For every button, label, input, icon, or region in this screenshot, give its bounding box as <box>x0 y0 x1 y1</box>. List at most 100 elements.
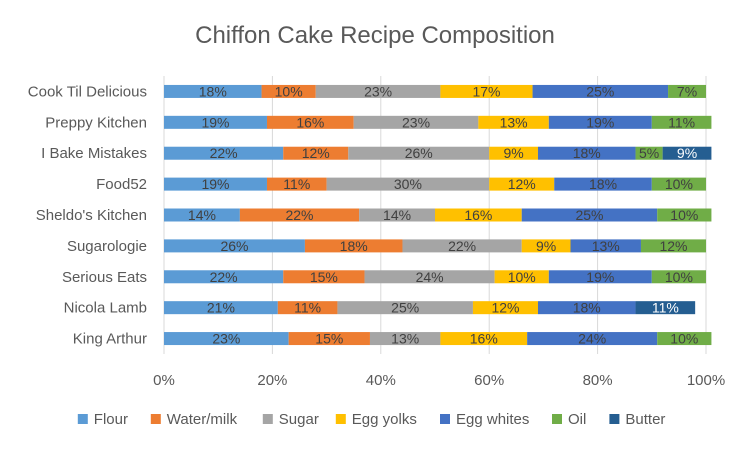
data-label: 12% <box>508 176 536 192</box>
legend-label: Sugar <box>279 411 319 428</box>
data-label: 22% <box>285 207 313 223</box>
data-label: 16% <box>296 114 324 130</box>
bar-segment <box>554 177 652 191</box>
bar-segment <box>283 270 365 284</box>
data-label: 15% <box>315 331 343 347</box>
bar-segment <box>662 146 712 160</box>
data-label: 13% <box>391 331 419 347</box>
legend-label: Flour <box>94 411 128 428</box>
category-label: Food52 <box>96 176 147 193</box>
legend: Flour Water/milk Sugar Egg yolks Egg whites O… <box>77 411 665 428</box>
legend-swatch <box>609 414 620 424</box>
legend-swatch <box>262 414 273 424</box>
category-label: Serious Eats <box>62 269 147 286</box>
bar-segment <box>635 301 696 315</box>
bar-segment <box>548 115 652 129</box>
bar-segment <box>537 146 636 160</box>
data-label: 22% <box>210 269 238 285</box>
data-label: 11% <box>283 176 310 192</box>
bar-segment <box>315 84 441 98</box>
data-label: 25% <box>575 207 603 223</box>
bar-segment <box>402 239 522 253</box>
category-labels: Cook Til Delicious Preppy Kitchen I Bake M… <box>28 83 147 347</box>
data-label: 23% <box>212 331 240 347</box>
x-tick-label: 100% <box>687 372 725 389</box>
data-label: 10% <box>670 331 698 347</box>
legend-label: Water/milk <box>167 411 238 428</box>
data-label: 21% <box>207 300 235 316</box>
bar-segment <box>277 301 338 315</box>
data-label: 19% <box>201 114 229 130</box>
data-label: 13% <box>592 238 620 254</box>
bar-segment <box>521 208 658 222</box>
legend-label: Egg yolks <box>352 411 417 428</box>
bar-segment <box>537 301 636 315</box>
bar-segment <box>337 301 473 315</box>
data-label: 26% <box>405 145 433 161</box>
data-label: 18% <box>340 238 368 254</box>
data-label: 25% <box>391 300 419 316</box>
legend-swatch <box>440 414 450 424</box>
chart-title: Chiffon Cake Recipe Composition <box>195 22 555 49</box>
bar-segment <box>651 115 712 129</box>
bar-segment <box>440 332 528 346</box>
bar-segment <box>494 270 549 284</box>
legend-swatch <box>552 414 562 424</box>
legend-label: Egg whites <box>456 411 529 428</box>
category-label: Cook Til Delicious <box>28 83 147 100</box>
bar-segment <box>435 208 522 222</box>
data-label: 18% <box>199 83 227 99</box>
data-label: 22% <box>210 145 238 161</box>
data-label: 23% <box>402 114 430 130</box>
data-label: 10% <box>508 269 536 285</box>
bar-segment <box>440 84 533 98</box>
data-label: 24% <box>416 269 444 285</box>
data-label: 24% <box>578 331 606 347</box>
data-label: 11% <box>652 300 679 316</box>
data-label: 9% <box>503 145 523 161</box>
bar-segment <box>364 270 495 284</box>
category-label: Sugarologie <box>67 238 147 255</box>
data-label: 14% <box>383 207 411 223</box>
category-label: Sheldo's Kitchen <box>36 207 147 224</box>
bar-segment <box>164 301 278 315</box>
bar-segment <box>489 146 538 160</box>
x-axis-ticks: 0% 20% 40% 60% 80% 100% <box>153 372 725 389</box>
bar-segment <box>164 332 289 346</box>
data-label: 10% <box>275 83 303 99</box>
bar-segment <box>239 208 360 222</box>
data-label: 19% <box>586 114 614 130</box>
data-label: 18% <box>573 145 601 161</box>
bar-segment <box>164 208 240 222</box>
data-label: 18% <box>573 300 601 316</box>
data-label: 16% <box>464 207 492 223</box>
bar-segment <box>478 115 549 129</box>
x-tick-label: 60% <box>474 372 504 389</box>
bar-segment <box>304 239 403 253</box>
bar-segment <box>570 239 641 253</box>
data-label: 16% <box>470 331 498 347</box>
data-label: 18% <box>589 176 617 192</box>
bar-segment <box>369 332 441 346</box>
legend-swatch <box>150 414 161 424</box>
data-label: 26% <box>220 238 248 254</box>
bar-segment <box>326 177 490 191</box>
bar-segment <box>657 208 712 222</box>
bar-segment <box>164 270 284 284</box>
data-label: 30% <box>394 176 422 192</box>
bar-segment <box>635 146 663 160</box>
bar-segment <box>548 270 652 284</box>
bar-segment <box>164 115 267 129</box>
data-label: 7% <box>677 83 697 99</box>
category-label: Preppy Kitchen <box>45 114 147 131</box>
x-tick-label: 40% <box>366 372 396 389</box>
data-label: 11% <box>668 114 695 130</box>
category-label: I Bake Mistakes <box>41 145 147 162</box>
x-tick-label: 0% <box>153 372 175 389</box>
bar-segment <box>651 270 706 284</box>
data-label: 23% <box>364 83 392 99</box>
bar-segment <box>532 84 669 98</box>
bar-segment <box>359 208 435 222</box>
bar-segment <box>266 115 354 129</box>
